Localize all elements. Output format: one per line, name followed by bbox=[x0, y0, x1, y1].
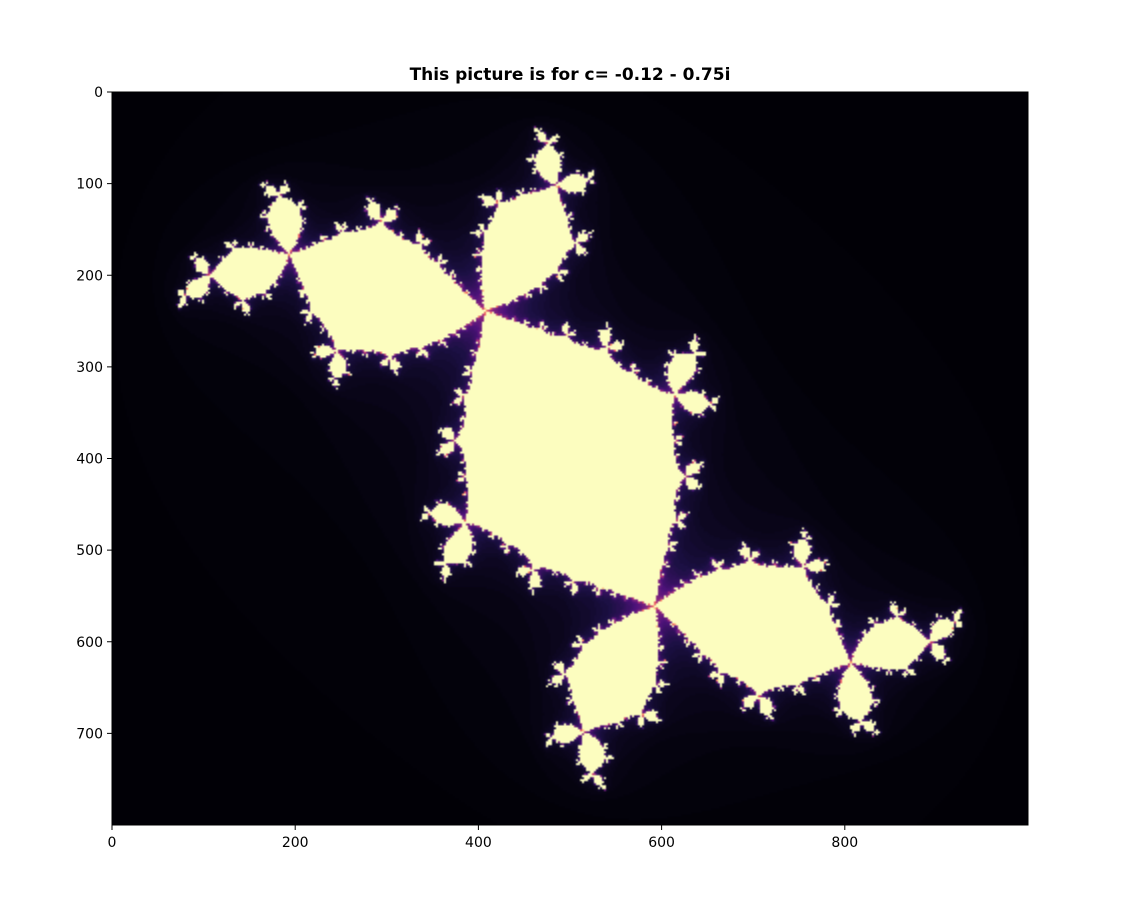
x-tick-label: 600 bbox=[648, 835, 675, 851]
x-tick-label: 0 bbox=[108, 835, 117, 851]
y-tick-label: 400 bbox=[76, 452, 103, 468]
y-tick-label: 200 bbox=[76, 268, 103, 284]
y-tick-label: 700 bbox=[76, 726, 103, 742]
julia-set-image bbox=[112, 92, 1028, 825]
x-tick-label: 400 bbox=[465, 835, 492, 851]
y-axis: 0 100 200 300 400 500 600 700 bbox=[76, 85, 112, 742]
x-tick-label: 200 bbox=[282, 835, 309, 851]
plot-area bbox=[111, 91, 1029, 826]
x-axis: 0 200 400 600 800 bbox=[108, 825, 858, 851]
y-tick-label: 600 bbox=[76, 635, 103, 651]
julia-set-image-container bbox=[112, 92, 1028, 825]
y-tick-label: 300 bbox=[76, 360, 103, 376]
y-tick-label: 100 bbox=[76, 177, 103, 193]
x-tick-label: 800 bbox=[831, 835, 858, 851]
chart-title: This picture is for c= -0.12 - 0.75i bbox=[410, 65, 731, 85]
y-tick-label: 0 bbox=[94, 85, 103, 101]
y-tick-label: 500 bbox=[76, 543, 103, 559]
